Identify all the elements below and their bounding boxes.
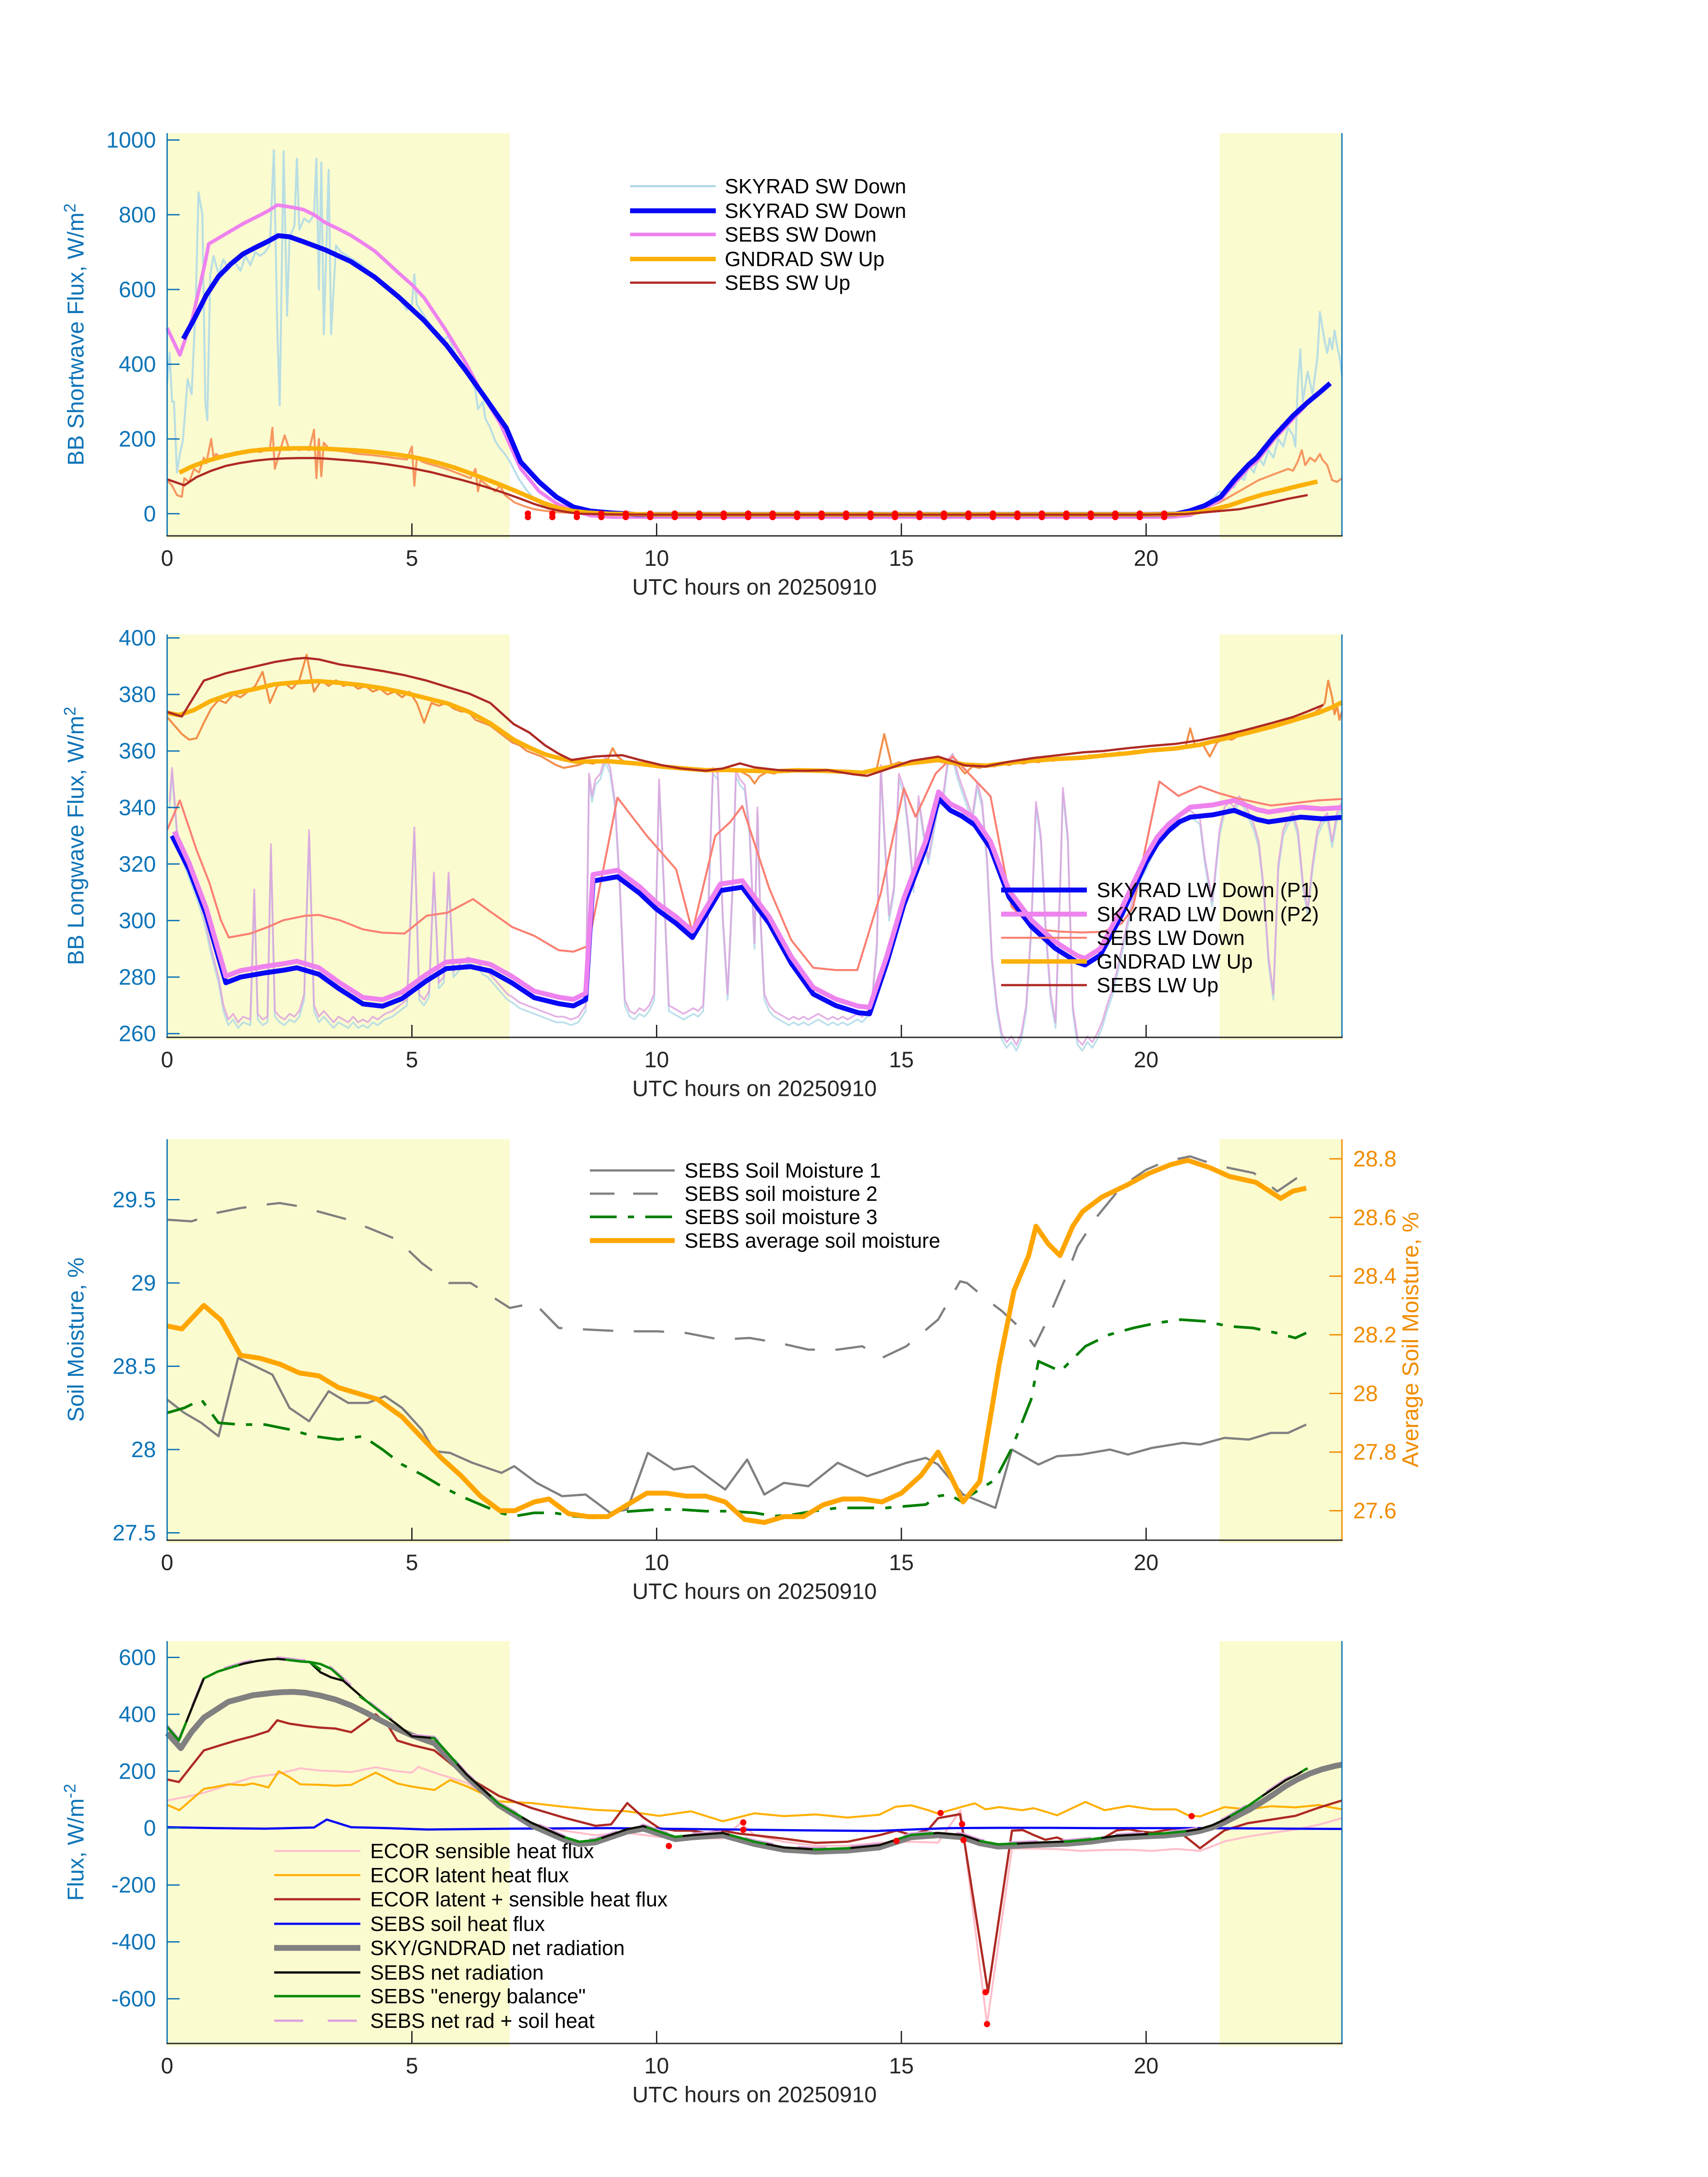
svg-text:400: 400 xyxy=(119,626,156,651)
svg-text:SEBS LW Down: SEBS LW Down xyxy=(1097,926,1244,949)
svg-text:28.5: 28.5 xyxy=(113,1354,156,1379)
svg-text:SEBS net rad + soil heat: SEBS net rad + soil heat xyxy=(370,2009,595,2032)
svg-text:28.6: 28.6 xyxy=(1353,1205,1396,1230)
svg-text:320: 320 xyxy=(119,852,156,877)
svg-text:600: 600 xyxy=(119,1645,156,1670)
svg-text:27.6: 27.6 xyxy=(1353,1498,1396,1523)
svg-text:10: 10 xyxy=(644,546,669,571)
svg-text:SEBS net radiation: SEBS net radiation xyxy=(370,1961,544,1984)
svg-text:SEBS "energy balance": SEBS "energy balance" xyxy=(370,1985,586,2008)
svg-text:Soil Moisture, %: Soil Moisture, % xyxy=(63,1258,88,1422)
svg-text:0: 0 xyxy=(161,1550,173,1575)
svg-text:200: 200 xyxy=(119,1759,156,1784)
svg-text:28.8: 28.8 xyxy=(1353,1146,1396,1171)
svg-text:380: 380 xyxy=(119,682,156,707)
svg-text:600: 600 xyxy=(119,277,156,302)
svg-text:UTC hours on 20250910: UTC hours on 20250910 xyxy=(632,2082,877,2107)
svg-text:800: 800 xyxy=(119,202,156,227)
svg-text:5: 5 xyxy=(405,546,418,571)
svg-text:0: 0 xyxy=(161,1047,173,1072)
svg-text:20: 20 xyxy=(1134,1047,1159,1072)
svg-text:SKYRAD LW Down (P1): SKYRAD LW Down (P1) xyxy=(1097,878,1319,902)
svg-text:29: 29 xyxy=(131,1270,156,1295)
svg-text:27.8: 27.8 xyxy=(1353,1440,1396,1465)
svg-text:20: 20 xyxy=(1134,2053,1159,2078)
svg-text:400: 400 xyxy=(119,1702,156,1727)
svg-text:SKY/GNDRAD net radiation: SKY/GNDRAD net radiation xyxy=(370,1936,625,1960)
svg-text:SEBS SW Down: SEBS SW Down xyxy=(725,223,877,246)
svg-text:BB Shortwave Flux, W/m2: BB Shortwave Flux, W/m2 xyxy=(61,203,88,465)
svg-text:340: 340 xyxy=(119,795,156,820)
svg-text:10: 10 xyxy=(644,1550,669,1575)
svg-text:29.5: 29.5 xyxy=(113,1187,156,1212)
svg-text:20: 20 xyxy=(1134,1550,1159,1575)
svg-text:GNDRAD SW Up: GNDRAD SW Up xyxy=(725,247,885,271)
svg-text:GNDRAD LW Up: GNDRAD LW Up xyxy=(1097,950,1253,973)
svg-text:200: 200 xyxy=(119,426,156,451)
svg-text:SEBS soil heat flux: SEBS soil heat flux xyxy=(370,1912,545,1935)
svg-text:360: 360 xyxy=(119,739,156,764)
svg-text:SKYRAD SW Down: SKYRAD SW Down xyxy=(725,175,906,198)
svg-text:0: 0 xyxy=(143,1816,156,1841)
svg-text:400: 400 xyxy=(119,352,156,377)
svg-text:28: 28 xyxy=(1353,1381,1378,1406)
svg-text:28.2: 28.2 xyxy=(1353,1322,1396,1347)
svg-text:0: 0 xyxy=(161,546,173,571)
svg-text:SEBS average soil moisture: SEBS average soil moisture xyxy=(685,1229,940,1252)
svg-text:260: 260 xyxy=(119,1021,156,1046)
svg-text:28: 28 xyxy=(131,1437,156,1462)
svg-text:UTC hours on 20250910: UTC hours on 20250910 xyxy=(632,1076,877,1101)
svg-text:280: 280 xyxy=(119,965,156,990)
svg-text:ECOR latent + sensible heat fl: ECOR latent + sensible heat flux xyxy=(370,1888,668,1911)
svg-text:-400: -400 xyxy=(111,1930,156,1955)
svg-text:5: 5 xyxy=(405,1047,418,1072)
svg-text:28.4: 28.4 xyxy=(1353,1264,1396,1289)
svg-text:ECOR latent heat flux: ECOR latent heat flux xyxy=(370,1864,569,1887)
svg-text:Average Soil Moisture, %: Average Soil Moisture, % xyxy=(1398,1212,1423,1467)
svg-text:300: 300 xyxy=(119,908,156,933)
svg-text:SEBS SW Up: SEBS SW Up xyxy=(725,271,850,294)
svg-text:SEBS soil moisture 3: SEBS soil moisture 3 xyxy=(685,1205,877,1228)
svg-text:0: 0 xyxy=(161,2053,173,2078)
svg-text:SEBS Soil Moisture 1: SEBS Soil Moisture 1 xyxy=(685,1159,881,1182)
svg-text:27.5: 27.5 xyxy=(113,1521,156,1546)
svg-text:-600: -600 xyxy=(111,1986,156,2011)
svg-text:SKYRAD SW Down: SKYRAD SW Down xyxy=(725,199,906,222)
svg-text:-200: -200 xyxy=(111,1872,156,1897)
svg-text:15: 15 xyxy=(889,2053,914,2078)
svg-text:10: 10 xyxy=(644,1047,669,1072)
svg-text:ECOR sensible heat flux: ECOR sensible heat flux xyxy=(370,1839,594,1863)
svg-text:0: 0 xyxy=(143,501,156,526)
svg-text:5: 5 xyxy=(405,1550,418,1575)
svg-text:SKYRAD LW Down (P2): SKYRAD LW Down (P2) xyxy=(1097,903,1319,926)
svg-text:20: 20 xyxy=(1134,546,1159,571)
svg-text:Flux, W/m-2: Flux, W/m-2 xyxy=(61,1784,88,1901)
svg-text:UTC hours on 20250910: UTC hours on 20250910 xyxy=(632,575,877,600)
svg-text:SEBS LW Up: SEBS LW Up xyxy=(1097,974,1219,997)
svg-text:SEBS soil moisture 2: SEBS soil moisture 2 xyxy=(685,1182,877,1205)
svg-text:1000: 1000 xyxy=(106,128,156,153)
svg-text:UTC hours on 20250910: UTC hours on 20250910 xyxy=(632,1579,877,1604)
svg-text:15: 15 xyxy=(889,1047,914,1072)
svg-text:15: 15 xyxy=(889,1550,914,1575)
svg-text:5: 5 xyxy=(405,2053,418,2078)
svg-text:15: 15 xyxy=(889,546,914,571)
svg-text:BB Longwave Flux, W/m2: BB Longwave Flux, W/m2 xyxy=(61,706,88,965)
svg-text:10: 10 xyxy=(644,2053,669,2078)
